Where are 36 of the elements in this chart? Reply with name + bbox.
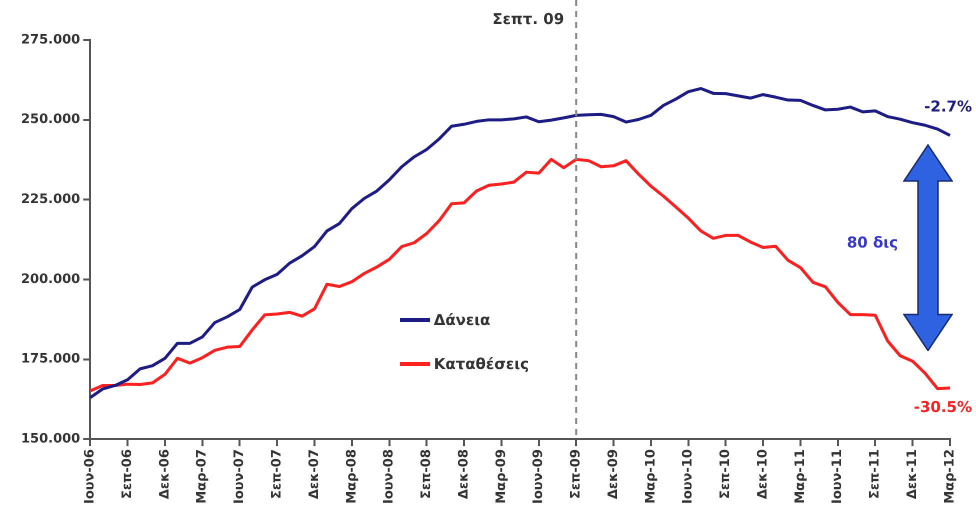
x-tick-label: Δεκ-08: [456, 449, 472, 500]
x-tick-label: Δεκ-09: [606, 449, 621, 500]
x-tick-label: Σεπ-06: [120, 449, 135, 499]
x-tick-label: Μαρ-09: [494, 449, 509, 504]
y-tick-label: 200.000: [20, 272, 80, 287]
x-tick-label: Σεπ-08: [419, 449, 434, 499]
annotation: 80 δις: [846, 233, 898, 252]
x-tick-label: Σεπ-09: [568, 449, 584, 499]
x-tick-label: Ιουν-11: [830, 449, 846, 504]
x-tick-label: Ιουν-10: [680, 449, 696, 504]
x-tick-label: Μαρ-10: [643, 449, 658, 504]
legend-label: Δάνεια: [434, 311, 490, 330]
y-tick-label: 225.000: [20, 192, 80, 208]
x-tick-label: Σεπ-07: [269, 449, 284, 499]
x-tick-label: Δεκ-06: [157, 449, 172, 500]
y-tick-label: 275.000: [20, 32, 80, 48]
x-tick-label: Σεπ-10: [718, 449, 734, 499]
annotation: -30.5%: [914, 398, 972, 416]
x-tick-label: Ιουν-06: [82, 449, 98, 504]
x-tick-label: Μαρ-08: [344, 449, 360, 504]
x-tick-label: Μαρ-07: [194, 449, 210, 504]
x-tick-label: Μαρ-12: [942, 449, 958, 504]
ref-line-label: Σεπτ. 09: [492, 10, 564, 28]
y-tick-label: 175.000: [20, 352, 80, 367]
x-tick-label: Ιουν-09: [531, 449, 546, 504]
x-tick-label: Δεκ-10: [755, 449, 770, 500]
annotation: -2.7%: [924, 97, 972, 116]
x-tick-label: Σεπ-11: [868, 449, 883, 499]
legend-label: Καταθέσεις: [434, 355, 529, 374]
y-tick-label: 250.000: [20, 112, 80, 128]
x-tick-label: Δεκ-11: [904, 449, 920, 500]
x-tick-label: Μαρ-11: [792, 449, 808, 504]
x-tick-label: Ιουν-07: [232, 449, 248, 504]
y-tick-label: 150.000: [20, 431, 80, 446]
x-tick-label: Δεκ-07: [306, 449, 322, 500]
x-tick-label: Ιουν-08: [382, 449, 397, 504]
